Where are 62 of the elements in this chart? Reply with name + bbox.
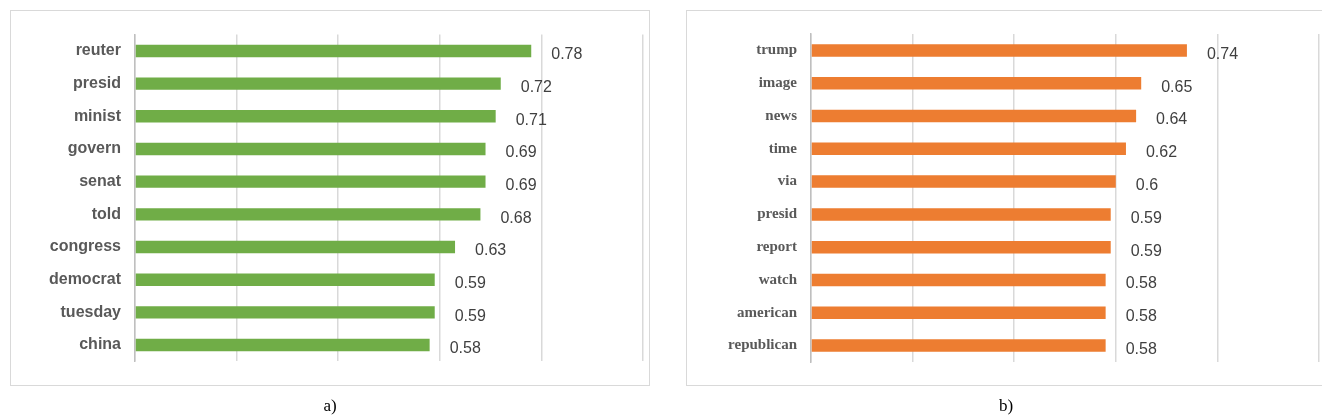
y-tick-label: report xyxy=(756,238,797,255)
bar xyxy=(811,109,1137,123)
text: a) xyxy=(322,396,338,416)
data-label: 0.58 xyxy=(449,339,481,357)
y-tick-label: news xyxy=(765,106,798,123)
data-label: 0.72 xyxy=(520,78,552,96)
data-label: 0.69 xyxy=(505,143,537,161)
bar xyxy=(811,76,1142,90)
data-label: 0.6 xyxy=(1135,176,1159,194)
data-label: 0.59 xyxy=(454,306,486,324)
y-tick-label: democrat xyxy=(48,270,122,288)
bar xyxy=(135,142,486,156)
bar xyxy=(135,44,532,58)
bar xyxy=(811,273,1106,287)
data-label: 0.64 xyxy=(1156,110,1188,128)
data-label: 0.58 xyxy=(1125,307,1157,325)
y-tick-label: tuesday xyxy=(60,302,122,320)
bar xyxy=(811,44,1187,57)
data-label: 0.65 xyxy=(1161,77,1193,95)
data-label: 0.68 xyxy=(500,208,532,226)
bar xyxy=(811,175,1116,188)
bar xyxy=(811,142,1126,156)
bar xyxy=(135,208,481,221)
y-tick-label: china xyxy=(79,335,122,353)
bar xyxy=(135,306,435,319)
y-tick-label: watch xyxy=(758,270,798,287)
bar xyxy=(135,338,430,352)
bar xyxy=(811,306,1106,320)
y-tick-label: presid xyxy=(72,74,121,92)
y-tick-label: senat xyxy=(79,172,122,190)
y-tick-label: trump xyxy=(756,41,797,58)
data-label: 0.69 xyxy=(505,176,537,194)
y-tick-label: told xyxy=(91,204,121,222)
y-tick-label: congress xyxy=(49,237,122,255)
data-label: 0.62 xyxy=(1145,143,1178,161)
data-label: 0.59 xyxy=(1130,241,1162,259)
y-tick-label: reuter xyxy=(75,41,121,59)
data-label: 0.58 xyxy=(1125,274,1157,292)
y-tick-label: republican xyxy=(728,336,798,353)
data-label: 0.71 xyxy=(515,110,547,128)
data-label: 0.74 xyxy=(1206,44,1239,62)
bar xyxy=(135,175,486,188)
y-tick-label: via xyxy=(777,172,798,189)
data-label: 0.63 xyxy=(475,241,507,259)
y-tick-label: time xyxy=(768,139,798,156)
y-tick-label: presid xyxy=(757,205,798,222)
data-label: 0.59 xyxy=(454,274,486,292)
data-label: 0.78 xyxy=(551,45,583,63)
bar xyxy=(811,339,1106,352)
y-tick-label: minist xyxy=(73,106,122,124)
data-label: 0.58 xyxy=(1125,340,1157,358)
bar xyxy=(811,240,1111,254)
bar xyxy=(811,208,1111,221)
bar xyxy=(135,273,435,286)
y-tick-label: image xyxy=(758,74,798,91)
bar xyxy=(135,77,501,90)
bar xyxy=(135,110,496,123)
data-label: 0.59 xyxy=(1130,208,1162,226)
y-tick-label: govern xyxy=(67,139,121,157)
bar xyxy=(135,240,456,254)
y-tick-label: american xyxy=(737,303,798,320)
text: b) xyxy=(997,396,1015,416)
